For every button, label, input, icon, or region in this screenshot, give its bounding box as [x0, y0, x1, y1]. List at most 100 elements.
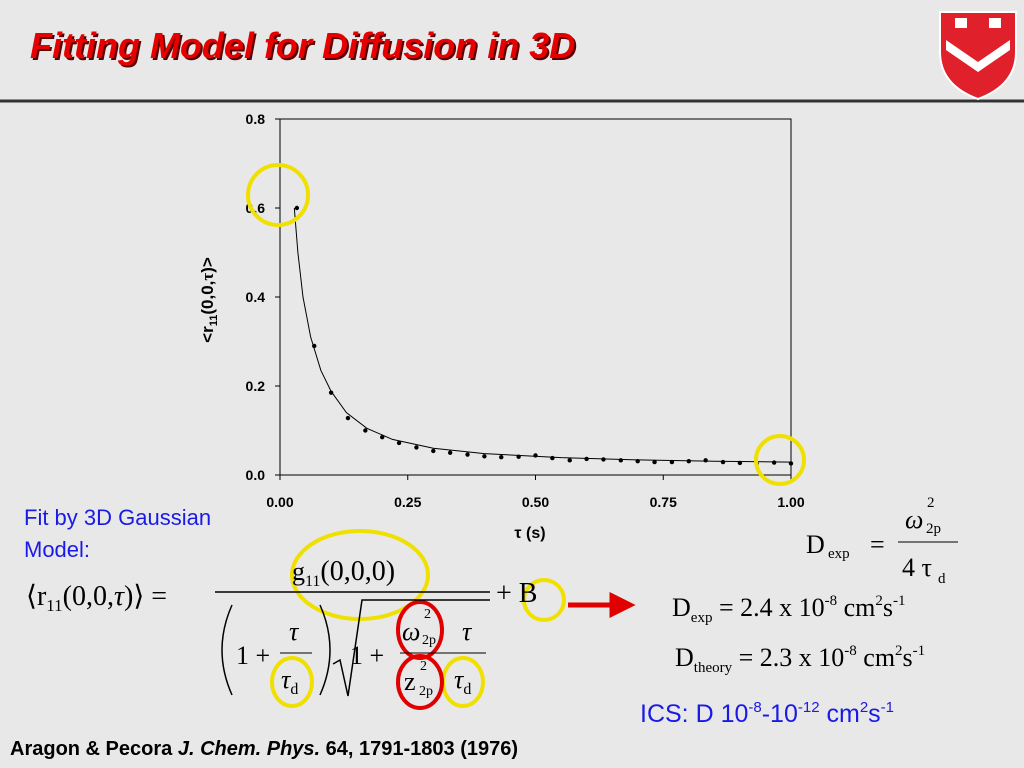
data-point: [771, 460, 777, 465]
data-point: [618, 458, 624, 463]
y-tick-label: 0.4: [246, 289, 266, 305]
eq-sub: exp: [691, 610, 713, 626]
data-point: [703, 458, 708, 463]
eq-part: cm: [837, 593, 875, 622]
eq-part: D: [806, 530, 825, 559]
eq-part: ω: [402, 617, 420, 646]
eq-part: 1 +: [350, 641, 384, 670]
eq-part: =: [870, 530, 885, 559]
y-label-sub: 11: [208, 315, 220, 327]
eq-part: 4 τ: [902, 553, 932, 582]
eq-sup: 2: [895, 643, 903, 659]
eq-sub: 2p: [926, 521, 941, 537]
citation: Aragon & Pecora J. Chem. Phys. 64, 1791-…: [10, 738, 518, 760]
data-point: [396, 440, 402, 446]
citation-part: Aragon & Pecora: [10, 738, 178, 760]
citation-part: 64, 1791-1803 (1976): [320, 738, 518, 760]
eq-part: s: [903, 643, 913, 672]
y-tick-label: 0.0: [246, 467, 266, 483]
ics-sup: -1: [881, 699, 894, 716]
fit-label: Fit by 3D Gaussian: [24, 505, 211, 530]
eq-part: 1 +: [236, 641, 270, 670]
eq-sup: 2: [424, 607, 431, 622]
ics-part: s: [868, 700, 881, 728]
eq-part: ⟨: [26, 581, 37, 612]
eq-sup: 2: [420, 659, 427, 674]
eq-part: = 2.3 x 10: [732, 643, 844, 672]
y-label-part: )>: [198, 257, 217, 273]
highlights: [246, 163, 806, 710]
title-shadow: Fitting Model for Diffusion in 3D: [32, 27, 577, 68]
eq-part: ω: [905, 505, 923, 534]
plus-b: + B: [496, 578, 537, 609]
eq-part: D: [672, 593, 691, 622]
eq-part: τ: [289, 617, 300, 646]
eq-sup: -8: [825, 593, 838, 609]
eq-part: s: [883, 593, 893, 622]
eq-part: )⟩: [124, 581, 144, 612]
data-point: [465, 452, 470, 457]
ics-range: ICS: D 10-8-10-12 cm2s-1: [640, 699, 894, 728]
eq-part: =: [144, 581, 167, 612]
model-equation: ⟨r11(0,0,τ)⟩ = g11(0,0,0) + B 1 + τ τd 1…: [26, 556, 537, 699]
data-point: [414, 445, 419, 450]
eq-part: (0,0,0): [320, 556, 395, 587]
data-point: [652, 459, 657, 465]
citation-journal: J. Chem. Phys.: [178, 738, 320, 760]
ics-part: cm: [820, 700, 860, 728]
data-point: [431, 448, 436, 454]
x-tick-label: 0.75: [650, 494, 677, 510]
eq-sup: -1: [913, 643, 926, 659]
eq-sub: 11: [46, 596, 62, 615]
numerator: g11(0,0,0): [292, 556, 395, 590]
x-tick-label: 0.00: [266, 494, 293, 510]
eq-part: g: [292, 557, 305, 586]
sqrt: [332, 599, 490, 697]
data-point: [533, 453, 538, 458]
parens: [221, 604, 331, 696]
ics-part: ICS: D 10: [640, 700, 748, 728]
data-point: [363, 428, 368, 433]
fit-label: Model:: [24, 537, 90, 562]
data-point: [380, 434, 385, 440]
y-label-part: (0,0,: [198, 281, 217, 315]
eq-part: τ: [114, 581, 125, 612]
data-point: [499, 455, 504, 460]
d-exp: Dexp = 2.4 x 10-8 cm2s-1: [672, 593, 906, 626]
equation-lhs: ⟨r11(0,0,τ)⟩ =: [26, 581, 167, 615]
data-point: [328, 390, 334, 395]
eq-sup: 2: [927, 495, 935, 511]
y-label-part: <r: [198, 326, 217, 343]
data-point: [482, 454, 487, 459]
eq-part: = 2.4 x 10: [712, 593, 824, 622]
ics-part: -10: [762, 700, 798, 728]
data-point: [294, 205, 300, 211]
data-point: [447, 450, 453, 455]
data-point: [550, 455, 555, 461]
eq-sup: -8: [844, 643, 857, 659]
eq-sup: -1: [893, 593, 906, 609]
d-exp-definition: D exp = ω 2 2p 4 τ d: [806, 495, 958, 587]
eq-part: τ: [462, 617, 473, 646]
eq-sub: theory: [694, 660, 733, 676]
title: Fitting Model for Diffusion in 3D: [30, 25, 575, 66]
d-theory: Dtheory = 2.3 x 10-8 cm2s-1: [675, 643, 925, 676]
data-point: [584, 456, 589, 462]
y-tick-label: 0.8: [246, 111, 266, 127]
ics-sup: -12: [798, 699, 820, 716]
ics-sup: 2: [860, 699, 868, 716]
x-tick-label: 0.50: [522, 494, 549, 510]
data-point: [601, 457, 606, 462]
y-axis-label: <r11(0,0,τ)>: [198, 257, 220, 343]
eq-part: cm: [857, 643, 895, 672]
logo: [939, 11, 1017, 101]
y-label-part: τ: [198, 273, 217, 281]
eq-part: τ: [281, 665, 292, 694]
eq-part: D: [675, 643, 694, 672]
x-axis-label: τ (s): [514, 525, 545, 542]
ics-sup: -8: [748, 699, 761, 716]
data-point: [345, 415, 351, 421]
